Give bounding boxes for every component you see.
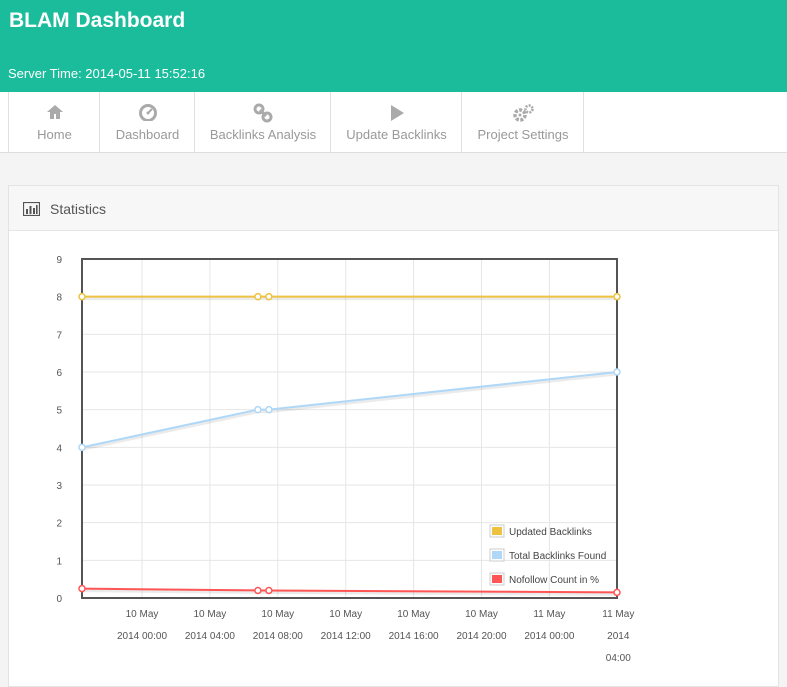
data-point xyxy=(78,584,86,593)
x-tick-label: 11 May xyxy=(533,609,565,620)
x-tick-label: 2014 00:00 xyxy=(524,631,574,642)
x-tick-label: 2014 xyxy=(607,631,630,642)
nav-item-dashboard[interactable]: Dashboard xyxy=(99,92,195,152)
x-tick-label: 2014 04:00 xyxy=(185,631,235,642)
plot-border xyxy=(81,258,618,599)
nav-label: Update Backlinks xyxy=(346,127,447,142)
y-tick-label: 0 xyxy=(56,594,62,605)
nav-label: Project Settings xyxy=(477,127,569,142)
data-point xyxy=(265,405,273,414)
data-point xyxy=(254,405,262,414)
nav-divider xyxy=(583,92,584,152)
page-title: BLAM Dashboard xyxy=(9,9,186,32)
data-point xyxy=(613,292,621,301)
x-tick-label: 10 May xyxy=(465,609,498,620)
y-tick-label: 8 xyxy=(56,293,62,304)
nav-item-backlinks-analysis[interactable]: Backlinks Analysis xyxy=(194,92,331,152)
x-tick-label: 2014 12:00 xyxy=(321,631,371,642)
series-shadow xyxy=(81,372,618,451)
legend-label: Updated Backlinks xyxy=(509,527,592,538)
x-tick-label: 10 May xyxy=(126,609,159,620)
nav-label: Home xyxy=(37,127,72,142)
series-line xyxy=(81,371,618,449)
nav-item-project-settings[interactable]: Project Settings xyxy=(461,92,584,152)
x-tick-label: 2014 08:00 xyxy=(253,631,303,642)
data-point xyxy=(254,292,262,301)
play-icon xyxy=(331,103,462,123)
nav-label: Dashboard xyxy=(115,127,180,142)
nav-item-home[interactable]: Home xyxy=(8,92,100,152)
y-tick-label: 3 xyxy=(56,481,62,492)
y-tick-label: 6 xyxy=(56,368,62,379)
link-icon xyxy=(195,103,331,123)
y-tick-label: 2 xyxy=(56,519,62,530)
statistics-chart: 0 1 2 3 4 5 6 7 8 9 10 May 2014 00:00 10 May 2014 04:… xyxy=(56,255,634,664)
nav-label: Backlinks Analysis xyxy=(209,127,317,142)
legend-swatch xyxy=(492,575,502,583)
x-tick-label: 2014 20:00 xyxy=(456,631,506,642)
home-icon xyxy=(9,103,100,123)
x-tick-label: 10 May xyxy=(329,609,362,620)
main-nav: Home Dashboard Backlinks Analysis Update… xyxy=(0,92,787,153)
legend-label: Nofollow Count in % xyxy=(509,575,599,586)
y-tick-label: 1 xyxy=(56,556,62,567)
app-header: BLAM Dashboard Server Time: 2014-05-11 1… xyxy=(0,0,787,92)
x-tick-label: 10 May xyxy=(397,609,430,620)
legend-swatch xyxy=(492,527,502,535)
x-tick-label: 2014 16:00 xyxy=(389,631,439,642)
legend-swatch xyxy=(492,551,502,559)
y-tick-label: 9 xyxy=(56,255,62,266)
data-point xyxy=(265,586,273,595)
data-point xyxy=(254,586,262,595)
data-point xyxy=(78,292,86,301)
x-tick-label: 2014 00:00 xyxy=(117,631,167,642)
bar-chart-icon xyxy=(22,201,41,221)
x-tick-label: 10 May xyxy=(261,609,294,620)
x-tick-label: 11 May xyxy=(602,609,634,620)
gears-icon xyxy=(462,103,584,123)
dashboard-icon xyxy=(100,103,195,123)
y-tick-label: 7 xyxy=(56,330,62,341)
x-tick-label: 10 May xyxy=(194,609,227,620)
x-tick-label: 04:00 xyxy=(606,653,631,664)
data-point xyxy=(78,443,86,452)
panel-header: Statistics xyxy=(9,186,778,231)
series-shadow xyxy=(81,589,618,596)
data-point xyxy=(613,368,621,376)
panel-title: Statistics xyxy=(50,201,107,217)
data-point xyxy=(265,292,273,301)
nav-item-update-backlinks[interactable]: Update Backlinks xyxy=(330,92,462,152)
legend-label: Total Backlinks Found xyxy=(509,551,606,562)
series-line xyxy=(81,587,618,594)
y-tick-label: 4 xyxy=(56,443,62,454)
server-time: Server Time: 2014-05-11 15:52:16 xyxy=(8,66,206,81)
y-tick-label: 5 xyxy=(56,406,62,417)
data-point xyxy=(613,588,621,597)
